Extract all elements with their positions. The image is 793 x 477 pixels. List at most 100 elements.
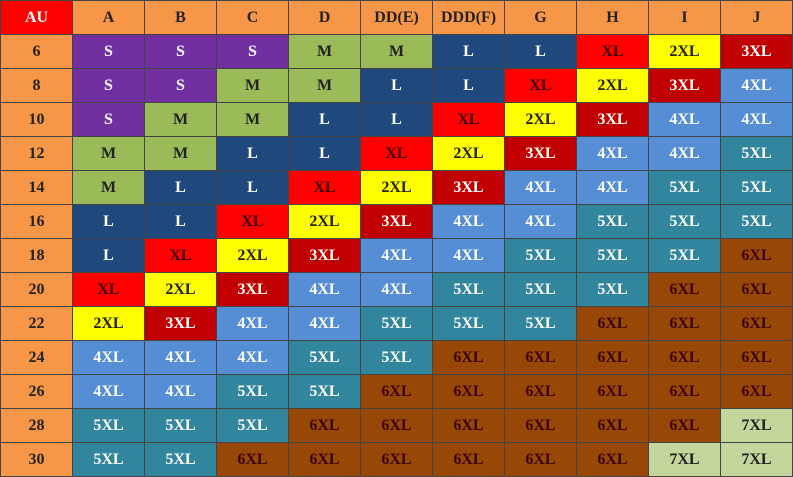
size-cell: 4XL [360, 272, 433, 307]
size-cell: S [72, 34, 145, 69]
size-cell: 4XL [144, 374, 217, 409]
header-cell: J [720, 0, 793, 35]
size-row: 22 2XL 3XL 4XL 4XL 5XL 5XL 5XL 6XL 6XL 6XL [0, 306, 793, 341]
size-cell: XL [504, 68, 577, 103]
size-cell: 6XL [360, 442, 433, 477]
au-size-cell: 6 [0, 34, 73, 69]
size-cell: 7XL [720, 408, 793, 443]
size-cell: 4XL [648, 102, 721, 137]
size-cell: M [144, 102, 217, 137]
header-cell: B [144, 0, 217, 35]
size-cell: M [288, 68, 361, 103]
size-cell: 5XL [720, 170, 793, 205]
size-cell: XL [288, 170, 361, 205]
header-cell: G [504, 0, 577, 35]
size-cell: 6XL [216, 442, 289, 477]
size-cell: 5XL [576, 272, 649, 307]
au-size-cell: 16 [0, 204, 73, 239]
au-size-cell: 28 [0, 408, 73, 443]
size-cell: 6XL [576, 408, 649, 443]
au-size-cell: 8 [0, 68, 73, 103]
size-cell: M [360, 34, 433, 69]
size-cell: 5XL [648, 238, 721, 273]
size-cell: 7XL [720, 442, 793, 477]
size-cell: 3XL [720, 34, 793, 69]
size-row: 6 S S S M M L L XL 2XL 3XL [0, 34, 793, 69]
header-cell: H [576, 0, 649, 35]
size-cell: 2XL [504, 102, 577, 137]
size-cell: 6XL [648, 306, 721, 341]
size-cell: 4XL [576, 136, 649, 171]
size-cell: S [72, 68, 145, 103]
header-row: AU A B C D DD(E) DDD(F) G H I J [0, 0, 793, 35]
size-cell: 5XL [360, 340, 433, 375]
size-cell: XL [576, 34, 649, 69]
size-row: 16 L L XL 2XL 3XL 4XL 4XL 5XL 5XL 5XL [0, 204, 793, 239]
size-cell: 6XL [504, 408, 577, 443]
size-cell: L [72, 204, 145, 239]
au-size-cell: 24 [0, 340, 73, 375]
size-cell: 5XL [144, 408, 217, 443]
size-cell: 5XL [504, 272, 577, 307]
au-size-cell: 30 [0, 442, 73, 477]
size-cell: 6XL [648, 340, 721, 375]
size-cell: 5XL [432, 306, 505, 341]
size-row: 30 5XL 5XL 6XL 6XL 6XL 6XL 6XL 6XL 7XL 7XL [0, 442, 793, 477]
size-cell: 6XL [504, 340, 577, 375]
header-cell: I [648, 0, 721, 35]
size-row: 14 M L L XL 2XL 3XL 4XL 4XL 5XL 5XL [0, 170, 793, 205]
au-size-cell: 14 [0, 170, 73, 205]
size-cell: 4XL [720, 68, 793, 103]
size-cell: 4XL [72, 340, 145, 375]
size-cell: 6XL [576, 374, 649, 409]
size-cell: 6XL [360, 374, 433, 409]
size-cell: 5XL [72, 442, 145, 477]
size-cell: 4XL [648, 136, 721, 171]
header-cell: AU [0, 0, 73, 35]
size-row: 12 M M L L XL 2XL 3XL 4XL 4XL 5XL [0, 136, 793, 171]
size-cell: L [288, 136, 361, 171]
size-cell: 4XL [432, 238, 505, 273]
size-cell: 2XL [72, 306, 145, 341]
size-cell: 3XL [648, 68, 721, 103]
au-size-cell: 18 [0, 238, 73, 273]
size-cell: L [216, 136, 289, 171]
au-size-cell: 22 [0, 306, 73, 341]
size-row: 18 L XL 2XL 3XL 4XL 4XL 5XL 5XL 5XL 6XL [0, 238, 793, 273]
size-cell: 2XL [216, 238, 289, 273]
size-cell: S [216, 34, 289, 69]
size-cell: 6XL [432, 340, 505, 375]
size-cell: 3XL [576, 102, 649, 137]
size-cell: 2XL [360, 170, 433, 205]
size-row: 24 4XL 4XL 4XL 5XL 5XL 6XL 6XL 6XL 6XL 6XL [0, 340, 793, 375]
size-cell: 4XL [504, 170, 577, 205]
size-cell: XL [72, 272, 145, 307]
size-cell: 4XL [504, 204, 577, 239]
size-row: 20 XL 2XL 3XL 4XL 4XL 5XL 5XL 5XL 6XL 6XL [0, 272, 793, 307]
size-cell: L [360, 102, 433, 137]
size-cell: 5XL [576, 238, 649, 273]
size-cell: 6XL [720, 340, 793, 375]
size-cell: 7XL [648, 442, 721, 477]
au-size-cell: 26 [0, 374, 73, 409]
size-cell: L [72, 238, 145, 273]
size-cell: 5XL [72, 408, 145, 443]
size-cell: 5XL [288, 340, 361, 375]
size-cell: M [216, 68, 289, 103]
size-cell: 5XL [648, 204, 721, 239]
size-cell: 5XL [504, 306, 577, 341]
size-cell: 6XL [504, 374, 577, 409]
size-cell: 6XL [720, 306, 793, 341]
size-cell: 6XL [432, 442, 505, 477]
size-cell: 6XL [576, 306, 649, 341]
size-cell: 4XL [360, 238, 433, 273]
size-cell: 3XL [432, 170, 505, 205]
size-cell: 6XL [504, 442, 577, 477]
size-cell: 3XL [288, 238, 361, 273]
size-cell: XL [360, 136, 433, 171]
header-cell: DDD(F) [432, 0, 505, 35]
size-cell: 5XL [720, 204, 793, 239]
size-cell: 5XL [144, 442, 217, 477]
